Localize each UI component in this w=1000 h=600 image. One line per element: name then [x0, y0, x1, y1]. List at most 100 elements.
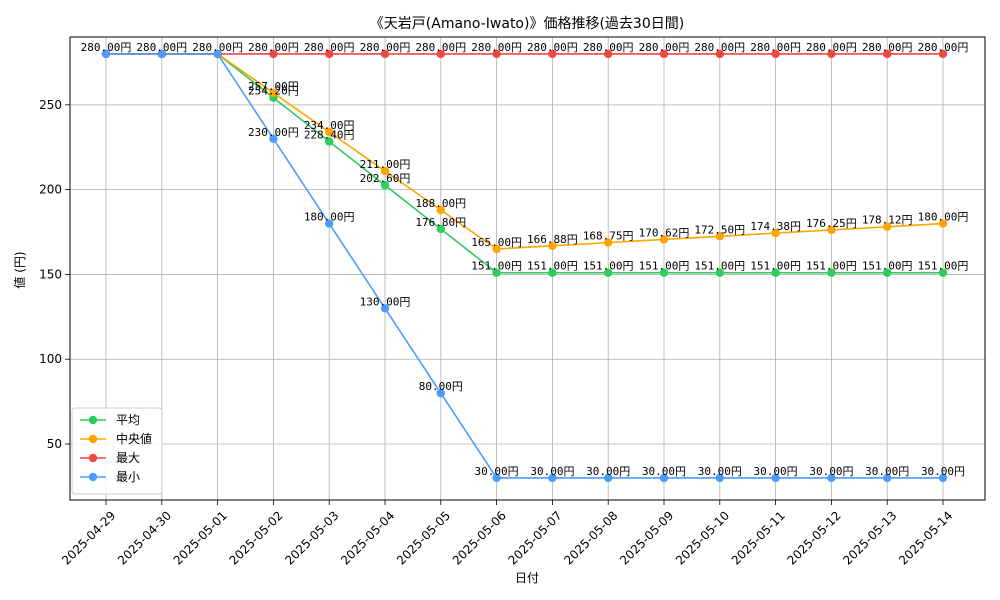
x-axis-label: 日付 — [515, 571, 539, 585]
series-point-0 — [548, 268, 557, 277]
series-point-1 — [492, 244, 501, 254]
data-label: 30.00円 — [698, 465, 742, 478]
series-point-2 — [771, 49, 780, 59]
series-point-2 — [604, 49, 613, 59]
series-point-3 — [604, 473, 613, 483]
series-point-3 — [492, 473, 501, 483]
series-point-1 — [436, 205, 445, 215]
series-point-2 — [827, 49, 836, 59]
y-tick-label: 250 — [39, 98, 62, 112]
data-label: 30.00円 — [586, 465, 630, 478]
series-point-0 — [380, 181, 390, 190]
series-point-3 — [548, 473, 557, 483]
x-tick-label: 2025-05-05 — [394, 508, 453, 567]
series-point-0 — [492, 268, 501, 277]
x-tick-label: 2025-05-11 — [729, 508, 788, 567]
data-label: 151.00円 — [471, 260, 522, 273]
data-label: 176.80円 — [415, 216, 466, 229]
data-label: 30.00円 — [921, 465, 965, 478]
x-tick-label: 2025-05-08 — [561, 508, 620, 567]
series-line-1 — [106, 53, 944, 250]
series-point-0 — [436, 224, 445, 234]
data-label: 130.00円 — [360, 295, 411, 308]
data-label: 254.20円 — [248, 85, 299, 98]
axes: 2025-04-292025-04-302025-05-012025-05-02… — [39, 36, 986, 568]
series-point-2 — [659, 49, 669, 59]
series-point-0 — [938, 268, 948, 277]
data-labels: 254.20円 228.40円 202.60円 176.80円 151.00円 151.0… — [81, 41, 969, 478]
x-tick-label: 2025-05-01 — [171, 508, 230, 567]
data-label: 165.00円 — [471, 236, 522, 249]
data-label: 280.00円 — [639, 41, 690, 54]
series-point-3 — [659, 473, 669, 483]
x-tick-label: 2025-05-14 — [896, 508, 955, 567]
series-point-3 — [827, 473, 836, 483]
series-point-3 — [883, 473, 892, 483]
series-point-2 — [938, 49, 948, 59]
series-point-1 — [883, 222, 892, 231]
data-label: 151.00円 — [527, 260, 578, 273]
legend-marker — [88, 415, 98, 425]
x-tick-label: 2025-05-10 — [673, 508, 732, 567]
data-label: 188.00円 — [415, 197, 466, 210]
data-label: 280.00円 — [471, 41, 522, 54]
legend-marker — [88, 434, 98, 444]
data-label: 280.00円 — [583, 41, 634, 54]
series-point-2 — [492, 49, 501, 59]
data-label: 170.62円 — [639, 226, 690, 239]
x-tick-label: 2025-05-09 — [617, 508, 676, 567]
legend-label: 最小 — [116, 470, 140, 484]
data-label: 280.00円 — [918, 41, 969, 54]
legend-box — [71, 407, 163, 495]
data-label: 280.00円 — [862, 41, 913, 54]
series-point-0 — [771, 268, 780, 277]
series-line-0 — [106, 53, 943, 274]
legend-label: 最大 — [116, 451, 140, 465]
plot-frame — [69, 36, 986, 501]
data-label: 151.00円 — [750, 260, 801, 273]
data-label: 280.00円 — [248, 41, 299, 54]
data-label: 280.00円 — [750, 41, 801, 54]
series — [101, 49, 948, 483]
data-label: 211.00円 — [360, 158, 411, 171]
series-point-3 — [269, 134, 278, 143]
series-point-1 — [325, 127, 334, 137]
y-axis-label: 値 (円) — [12, 251, 27, 288]
series-point-2 — [548, 49, 557, 59]
data-label: 280.00円 — [304, 41, 355, 54]
x-tick-label: 2025-05-07 — [506, 508, 565, 567]
data-label: 166.88円 — [527, 233, 578, 246]
series-point-3 — [380, 304, 390, 313]
x-tick-label: 2025-05-02 — [227, 508, 286, 567]
series-point-3 — [213, 49, 222, 59]
data-label: 228.40円 — [304, 128, 355, 141]
data-label: 172.50円 — [694, 223, 745, 236]
series-point-3 — [436, 388, 445, 398]
data-label: 180.00円 — [918, 211, 969, 224]
data-label: 280.00円 — [81, 41, 132, 54]
series-point-1 — [827, 225, 836, 235]
data-label: 151.00円 — [806, 260, 857, 273]
series-point-3 — [715, 473, 724, 483]
data-label: 180.00円 — [304, 211, 355, 224]
series-point-2 — [883, 49, 892, 59]
y-tick-label: 200 — [39, 183, 62, 197]
series-point-0 — [325, 137, 334, 146]
legend-label: 平均 — [116, 413, 140, 427]
series-point-1 — [659, 235, 669, 244]
series-point-1 — [771, 228, 780, 238]
data-label: 30.00円 — [475, 465, 519, 478]
data-label: 80.00円 — [419, 380, 463, 393]
data-label: 178.12円 — [862, 214, 913, 227]
data-label: 174.38円 — [750, 220, 801, 233]
legend-marker — [88, 453, 98, 463]
series-point-0 — [715, 268, 724, 277]
series-point-1 — [548, 241, 557, 251]
series-point-0 — [827, 268, 836, 277]
series-point-1 — [938, 219, 948, 228]
data-label: 280.00円 — [806, 41, 857, 54]
series-point-3 — [157, 49, 166, 59]
x-tick-label: 2025-05-04 — [338, 508, 397, 567]
data-label: 176.25円 — [806, 217, 857, 230]
x-tick-label: 2025-04-29 — [59, 508, 118, 567]
